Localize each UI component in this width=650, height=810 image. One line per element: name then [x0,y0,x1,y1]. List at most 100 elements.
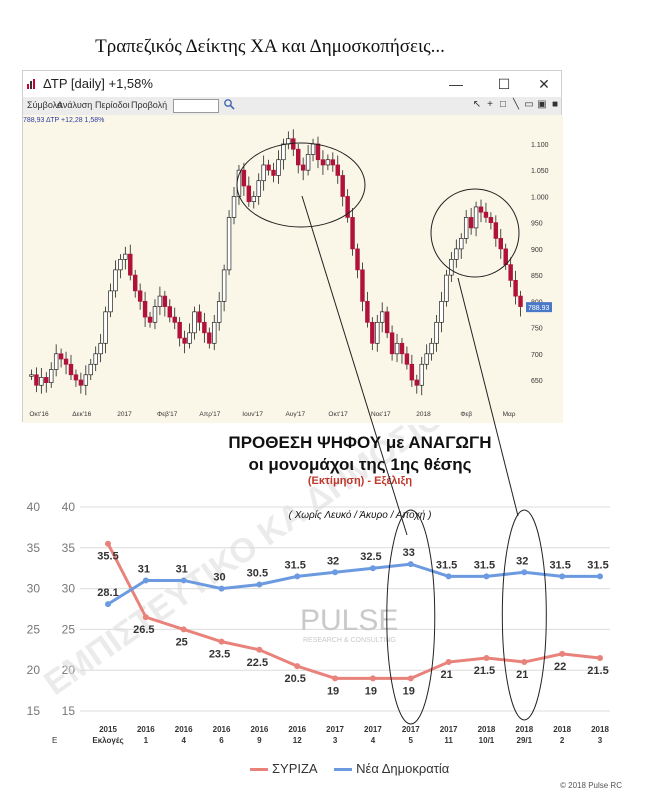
last-price-badge [526,302,552,313]
syriza-point [180,626,187,633]
x-tick-label: 2017 [326,725,344,734]
candle [276,159,281,176]
nd-data-label: 32 [516,555,528,567]
candle [340,175,345,197]
candle [212,321,217,344]
x-tick-label: 12 [293,736,302,745]
candle [389,332,395,355]
x-tick-label: 2015 [99,725,117,734]
syriza-point [105,540,111,547]
x-tick-label: 3 [333,736,338,745]
candle [296,148,301,166]
candle [459,238,464,250]
candle [305,154,311,171]
candle [488,217,494,224]
poll-note: ( Χωρίς Λευκό / Άκυρο / Αποχή ) [288,510,432,521]
rectangle-tool-icon[interactable]: □ [499,99,507,110]
y-tick-label: 30 [27,582,41,596]
x-tick-label: 2016 [175,725,193,734]
nd-point [445,573,452,580]
x-tick-label: 2017 [440,725,458,734]
nd-data-label: 32.5 [360,551,381,563]
crosshair-tool-icon[interactable]: + [487,99,493,110]
syriza-point [294,663,301,670]
window-titlebar[interactable]: ΔΤΡ [daily] +1,58% — ☐ ✕ [23,71,561,97]
candle [350,217,355,250]
candle [394,342,400,355]
menu-bar: Σύμβολα Ανάλυση Περίοδοι Προβολή ↖ + □ ╲… [23,97,561,116]
candle [503,248,508,265]
search-icon[interactable] [223,98,235,110]
y-tick-label: 700 [531,352,543,359]
symbol-search-input[interactable] [173,99,219,113]
maximize-button[interactable]: ☐ [497,76,511,92]
syriza-point [218,638,225,645]
candle [478,206,484,213]
pulse-watermark: PULSE [300,604,398,637]
indicator-tool-icon[interactable]: ▣ [537,99,547,110]
candle [118,259,123,271]
candle [468,217,474,229]
candle [251,196,256,203]
close-button[interactable]: ✕ [538,76,550,92]
candle [58,353,64,360]
candle [162,295,168,307]
syriza-data-label: 25 [176,636,188,648]
cursor-tool-icon[interactable]: ↖ [472,99,482,110]
menu-analysis[interactable]: Ανάλυση [57,100,93,110]
y-tick-label: 950 [531,221,543,228]
nd-point [332,569,339,576]
syriza-data-label: 19 [327,685,339,697]
syriza-data-label: 19 [403,685,415,697]
page-heading: Τραπεζικός Δείκτης ΧΑ και Δημοσκοπήσεις.… [95,36,445,57]
line-tool-icon[interactable]: ╲ [512,99,520,110]
nd-point [597,573,603,580]
nd-data-label: 31 [138,563,150,575]
y-tick-label: 750 [531,326,543,333]
x-tick-label: Εκλογές [92,736,123,745]
syriza-point [597,654,603,661]
candle [266,164,271,171]
candle [207,332,212,344]
legend-label-syriza: ΣΥΡΙΖΑ [272,761,317,776]
menu-symbols[interactable]: Σύμβολα [27,100,63,110]
chart-app-icon [27,79,35,89]
minimize-button[interactable]: — [449,76,463,92]
syriza-point [407,675,414,682]
syriza-point [369,675,376,682]
x-tick-label: Αυγ'17 [286,411,306,418]
syriza-data-label: 35.5 [97,551,118,563]
candle [439,300,444,323]
candle [404,353,410,365]
x-tick-label: 4 [181,736,186,745]
nd-line [107,562,600,606]
x-tick-label: 2016 [213,725,231,734]
price-chart: 6507007508008509009501.0001.0501.100788.… [29,129,552,418]
x-tick-label: Οκτ'17 [328,411,348,418]
syriza-data-label: 23.5 [209,649,230,661]
menu-view[interactable]: Προβολή [131,100,168,110]
candle [409,363,415,381]
x-tick-label: 5 [409,736,414,745]
save-icon[interactable]: ■ [551,99,559,110]
x-tick-label: 1 [144,736,149,745]
candle [98,342,103,355]
candle [429,342,434,355]
zoom-tool-icon[interactable]: ▭ [524,99,534,110]
y-tick-label: 20 [27,663,41,677]
candle [424,353,429,365]
candle [335,164,340,176]
candle [379,311,385,323]
nd-point [105,601,111,608]
peak-highlight-ellipse [236,142,366,228]
x-tick-label: 2016 [137,725,155,734]
y-tick-label: 35 [27,541,41,555]
candle [320,159,326,166]
nd-point [180,577,187,584]
nd-data-label: 32 [327,555,339,567]
x-tick-label: 2016 [250,725,268,734]
menu-periods[interactable]: Περίοδοι [95,100,130,110]
candle [414,379,420,386]
candle [128,253,133,276]
poll-highlight-ellipse [501,509,547,721]
